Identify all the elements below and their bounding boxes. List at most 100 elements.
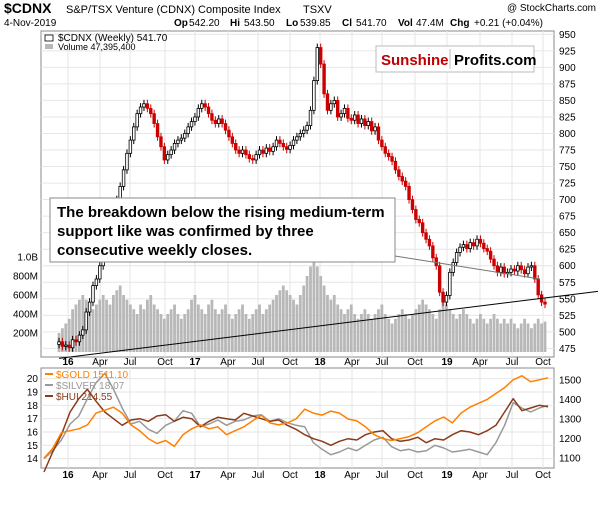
price-x-tick-label: Apr — [344, 357, 360, 368]
price-x-tick-label: Jul — [252, 357, 265, 368]
volume-bar — [441, 299, 445, 352]
volume-bar — [207, 304, 210, 352]
candle-body — [64, 344, 68, 347]
volume-bar — [377, 309, 380, 352]
metals-legend: $GOLD 1511.10 $SILVER 18.07 $HUI 214.55 — [45, 370, 129, 403]
price-x-tick-label: Jul — [376, 357, 389, 368]
gold-legend-label: $GOLD 1511.10 — [56, 370, 129, 381]
metals-x-tick-label: 17 — [189, 470, 201, 481]
price-tick-label: 800 — [559, 129, 576, 140]
candle-body — [145, 103, 150, 109]
volume-bar — [363, 309, 367, 352]
price-tick-label: 475 — [559, 344, 576, 355]
metals-left-tick-label: 15 — [27, 441, 39, 452]
candle-body — [533, 265, 537, 280]
price-tick-label: 600 — [559, 261, 576, 272]
candle-body — [485, 248, 489, 252]
price-axis: 475 500 525 550 575 600 625 650 675 700 725 750 775 8… — [559, 30, 576, 355]
volume-bar — [94, 304, 98, 352]
volume-bar — [230, 318, 234, 352]
candle-body — [454, 252, 459, 263]
volume-bar — [98, 299, 102, 352]
metals-left-tick-label: 14 — [27, 454, 39, 465]
candle-body — [234, 143, 238, 151]
candle-body — [257, 149, 262, 156]
candle-body — [417, 219, 421, 224]
price-tick-label: 750 — [559, 162, 576, 173]
volume-bar — [482, 318, 486, 352]
candle-body — [67, 344, 71, 349]
candle-body — [121, 169, 126, 187]
metals-right-tick-label: 1100 — [559, 454, 581, 465]
volume-bar — [509, 318, 513, 352]
volume-bar — [285, 290, 289, 352]
gold-line — [43, 375, 549, 459]
volume-bar — [434, 318, 438, 352]
volume-bar — [224, 304, 227, 352]
price-x-tick-label: 18 — [314, 357, 326, 368]
price-x-tick-label: 17 — [189, 357, 201, 368]
volume-bar — [540, 323, 544, 352]
change-label: Chg — [450, 18, 469, 29]
volume-bar — [176, 314, 180, 352]
volume-bar — [329, 299, 333, 352]
candle-body — [475, 238, 479, 247]
volume-bar — [217, 314, 221, 352]
volume-tick-label: 600M — [13, 291, 38, 302]
volume-bar — [353, 314, 357, 352]
metals-left-tick-label: 18 — [27, 401, 39, 412]
volume-bar — [394, 318, 397, 352]
candle-body — [94, 278, 99, 286]
silver-legend-label: $SILVER 18.07 — [56, 381, 125, 392]
volume-bar — [373, 314, 377, 352]
chart-index-name: S&P/TSX Venture (CDNX) Composite Index — [66, 4, 281, 16]
candle-body — [482, 242, 486, 249]
candle-body — [288, 144, 292, 150]
metals-x-tick-label: Oct — [282, 470, 298, 481]
volume-bar — [162, 318, 166, 352]
metals-left-axis: 14 15 16 17 18 19 20 — [27, 374, 39, 465]
candle-body — [240, 149, 245, 154]
low-label: Lo — [286, 18, 298, 29]
volume-bar — [122, 295, 125, 352]
volume-legend-icon — [45, 44, 53, 49]
candle-body — [149, 107, 153, 115]
volume-bar — [417, 304, 421, 352]
volume-bar — [275, 295, 278, 352]
price-tick-label: 700 — [559, 195, 576, 206]
annotation-line-2: support like was confirmed by three — [57, 223, 314, 240]
candle-body — [169, 149, 173, 156]
candle-body — [295, 136, 299, 141]
volume-bar — [387, 318, 391, 352]
metals-right-tick-label: 1500 — [559, 375, 582, 386]
candle-body — [230, 136, 235, 144]
volume-bar — [349, 304, 353, 352]
volume-bar — [519, 323, 523, 352]
candle-body — [301, 129, 306, 134]
candle-body — [220, 118, 224, 124]
candle-body — [393, 160, 398, 171]
candle-body — [155, 123, 160, 138]
price-x-tick-label: Jul — [506, 357, 519, 368]
candle-body — [407, 185, 411, 201]
candle-body — [383, 146, 387, 154]
candle-body — [366, 121, 370, 126]
candle-body — [465, 244, 469, 249]
volume-bar — [111, 295, 115, 352]
volume-bar — [105, 299, 108, 352]
price-tick-label: 650 — [559, 228, 576, 239]
volume-bar — [513, 323, 516, 352]
candle-body — [522, 269, 527, 275]
volume-bar — [496, 318, 499, 352]
volume-bar — [455, 318, 459, 352]
candle-body — [424, 232, 428, 240]
candle-body — [352, 114, 357, 121]
volume-bar — [526, 323, 530, 352]
candle-body — [431, 245, 435, 259]
volume-bar — [404, 314, 408, 352]
volume-bar — [278, 290, 282, 352]
volume-bar — [258, 304, 261, 352]
price-x-tick-label: Jul — [124, 357, 137, 368]
volume-bar — [71, 309, 74, 352]
candle-body — [210, 113, 214, 121]
